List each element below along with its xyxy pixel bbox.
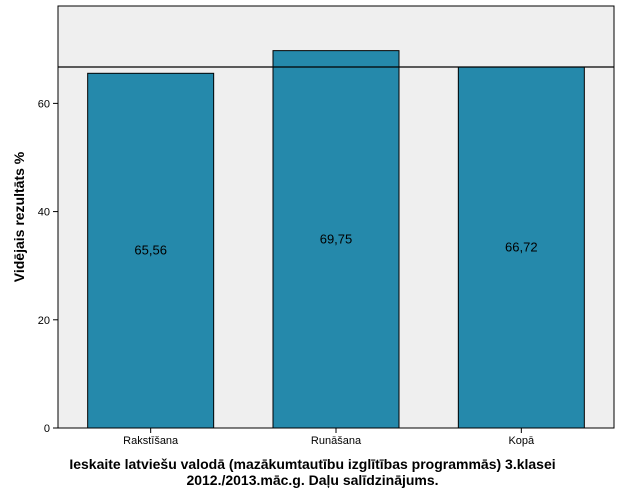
x-axis-label-line-1: Ieskaite latviešu valodā (mazākumtautību… (69, 456, 556, 472)
y-tick-label-4: 60 (38, 98, 50, 110)
y-axis-ticks: 0 20 40 60 (38, 98, 58, 435)
bar-2 (272, 50, 400, 429)
data-label-2: 69,75 (320, 231, 353, 246)
bars: 65,56 69,75 66,72 (87, 50, 585, 429)
x-axis-label-line-2: 2012./2013.māc.g. Daļu salīdzinājums. (186, 472, 439, 488)
bar-1 (87, 72, 215, 429)
x-axis-categories: Rakstīšana Runāšana Kopā (123, 428, 535, 447)
y-tick-label-3: 40 (38, 207, 50, 219)
data-label-3: 66,72 (505, 240, 538, 255)
y-tick-label-1: 0 (44, 423, 50, 435)
y-tick-label-2: 20 (38, 315, 50, 327)
x-axis-label: Ieskaite latviešu valodā (mazākumtautību… (0, 456, 625, 488)
y-axis-label: Vidējais rezultāts % (11, 151, 27, 282)
data-label-1: 65,56 (134, 243, 167, 258)
x-tick-label-1: Rakstīšana (123, 435, 179, 447)
x-tick-label-3: Kopā (508, 435, 535, 447)
bar-3 (457, 66, 585, 429)
x-tick-label-2: Runāšana (311, 435, 362, 447)
